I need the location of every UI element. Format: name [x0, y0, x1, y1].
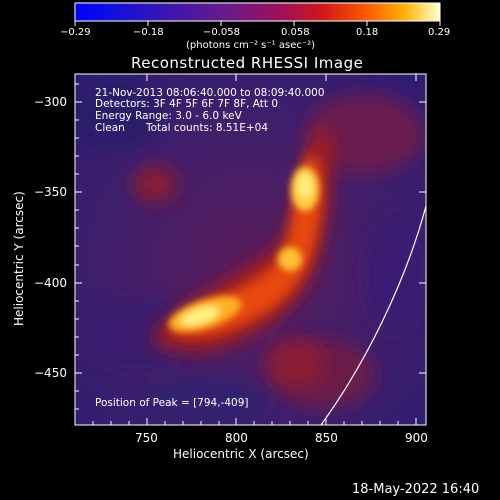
energy-range-text: Energy Range: 3.0 - 6.0 keV: [95, 110, 242, 122]
colorbar-gradient: [74, 2, 441, 22]
emission-mid: [170, 154, 322, 336]
plot-title: Reconstructed RHESSI Image: [131, 54, 364, 72]
emission-core: [168, 167, 319, 332]
total-counts-text: Total counts: 8.51E+04: [146, 122, 269, 134]
y-tick-label: −450: [34, 366, 67, 380]
detectors-text: Detectors: 3F 4F 5F 6F 7F 8F, Att 0: [95, 98, 279, 110]
clean-label: Clean: [95, 122, 125, 134]
solar-limb: [320, 205, 426, 425]
colorbar-tick-label: −0.18: [133, 27, 164, 38]
colorbar-tick-label: 0.058: [281, 27, 310, 38]
x-tick-label: 800: [225, 431, 248, 445]
x-axis-label: Heliocentric X (arcsec): [173, 447, 309, 461]
colorbar-ticks: [74, 21, 441, 26]
colorbar-tick-label: −0.29: [60, 27, 91, 38]
x-tick-label: 750: [135, 431, 158, 445]
generation-timestamp: 18-May-2022 16:40: [352, 482, 480, 497]
y-tick-label: −300: [34, 95, 67, 109]
colorbar-units-label: (photons cm⁻² s⁻¹ asec⁻²): [186, 40, 316, 51]
colorbar-tick-label: −0.058: [203, 27, 241, 38]
y-tick-label: −400: [34, 276, 67, 290]
y-ticks: [75, 83, 426, 410]
time-range-text: 21-Nov-2013 08:06:40.000 to 08:09:40.000: [95, 87, 325, 99]
colorbar-tick-label: 0.29: [428, 27, 451, 38]
x-tick-label: 900: [405, 431, 428, 445]
peak-position-text: Position of Peak = [794,-409]: [95, 397, 249, 409]
emission-outer: [150, 127, 332, 389]
rhessi-image: [75, 74, 426, 425]
colorbar-tick-label: 0.18: [356, 27, 379, 38]
x-ticks: [92, 74, 417, 425]
colorbar: [74, 2, 441, 26]
plot-frame: [74, 73, 427, 426]
y-axis-label: Heliocentric Y (arcsec): [12, 191, 26, 326]
x-tick-label: 850: [315, 431, 338, 445]
y-tick-label: −350: [34, 185, 67, 199]
